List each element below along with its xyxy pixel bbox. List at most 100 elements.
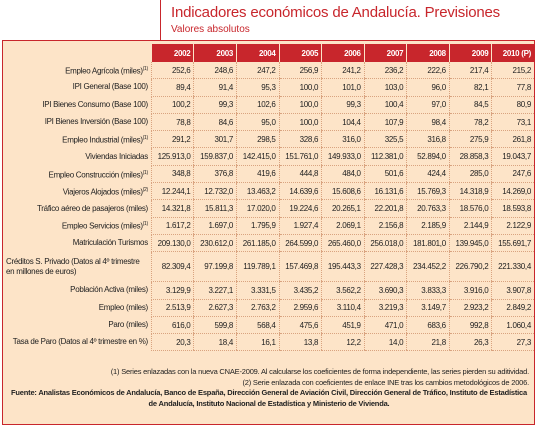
label-text: IPI General (Base 100) xyxy=(72,82,149,92)
cell: 1.617,2 xyxy=(150,217,194,235)
cell: 2.627,3 xyxy=(193,299,237,317)
row: Empleo Servicios (miles)(1) 1.617,2 1.697,… xyxy=(3,217,534,235)
cell: 3.219,3 xyxy=(363,299,407,317)
cell: 444,8 xyxy=(278,165,322,184)
cell: 181.801,0 xyxy=(406,234,450,253)
cell: 1.060,4 xyxy=(491,316,534,335)
cell: 17.020,0 xyxy=(236,199,280,218)
cell: 241,2 xyxy=(321,62,365,80)
row-label: Empleo (miles) xyxy=(3,299,151,316)
cell: 471,0 xyxy=(363,316,407,335)
column-header: 2010 (P) xyxy=(491,44,534,62)
cell: 155.691,7 xyxy=(491,234,534,253)
cell: 27,3 xyxy=(491,333,534,352)
cell: 261.185,0 xyxy=(236,234,280,253)
column-header: 2002 xyxy=(150,44,194,62)
cell: 424,4 xyxy=(406,165,450,184)
cell: 348,8 xyxy=(150,165,194,184)
cell: 157.469,8 xyxy=(278,251,322,283)
cell: 568,4 xyxy=(236,316,280,335)
row: Empleo (miles) 2.513,9 2.627,3 2.763,2 2.959… xyxy=(3,299,534,317)
cell: 3.907,8 xyxy=(491,281,534,300)
cell: 20.265,1 xyxy=(321,199,365,218)
cell: 256,9 xyxy=(278,62,322,80)
cell: 19.224,6 xyxy=(278,199,322,218)
cell: 103,0 xyxy=(363,78,407,97)
cell: 3.331,5 xyxy=(236,281,280,300)
header: Indicadores económicos de Andalucía. Pre… xyxy=(160,0,539,40)
cell: 501,6 xyxy=(363,165,407,184)
cell: 82,1 xyxy=(448,78,492,97)
header-row: 2002 2003 2004 2005 2006 2007 2008 2009 2010 (P) xyxy=(3,44,534,62)
cell: 102,6 xyxy=(236,96,280,114)
column-header: 2005 xyxy=(278,44,322,62)
row-label: IPI Bienes Inversión (Base 100) xyxy=(3,113,151,130)
column-header: 2004 xyxy=(236,44,280,62)
cell: 301,7 xyxy=(193,130,237,149)
cell: 217,4 xyxy=(448,62,492,80)
cell: 100,2 xyxy=(150,96,194,114)
cell: 451,9 xyxy=(321,316,365,335)
cell: 221.330,4 xyxy=(491,251,534,283)
label-text: Empleo (miles) xyxy=(98,302,148,312)
cell: 298,5 xyxy=(236,130,280,149)
cell: 97,0 xyxy=(406,96,450,114)
row-label: Empleo Industrial (miles)(1) xyxy=(3,131,151,148)
label-note: (1) xyxy=(142,135,149,141)
subtitle: Valores absolutos xyxy=(171,24,250,35)
cell: 3.149,7 xyxy=(406,299,450,317)
cell: 2.959,6 xyxy=(278,299,322,317)
column-header: 2003 xyxy=(193,44,237,62)
cell: 52.894,0 xyxy=(406,147,450,166)
cell: 78,2 xyxy=(448,113,492,132)
label-text: Empleo Agrícola (miles) xyxy=(65,66,143,76)
cell: 252,6 xyxy=(150,62,194,80)
row: Matriculación Turismos 209.130,0 230.612,0… xyxy=(3,234,534,253)
cell: 26,3 xyxy=(448,333,492,352)
cell: 376,8 xyxy=(193,165,237,184)
cell: 226.790,2 xyxy=(448,251,492,283)
notes: (1) Series enlazadas con la nueva CNAE-2… xyxy=(9,367,529,409)
cell: 97.199,8 xyxy=(193,251,237,283)
row: Empleo Construcción (miles)(1) 348,8 376,8… xyxy=(3,165,534,184)
cell: 247,6 xyxy=(491,165,534,184)
cell: 616,0 xyxy=(150,316,194,335)
corner xyxy=(3,44,151,62)
cell: 275,9 xyxy=(448,130,492,149)
row-label: Tráfico aéreo de pasajeros (miles) xyxy=(3,200,151,217)
cell: 291,2 xyxy=(150,130,194,149)
cell: 1.927,4 xyxy=(278,217,322,235)
cell: 84,5 xyxy=(448,96,492,114)
cell: 215,2 xyxy=(491,62,534,80)
cell: 3.562,2 xyxy=(321,281,365,300)
source: Fuente: Analistas Económicos de Andalucí… xyxy=(11,388,527,408)
cell: 104,4 xyxy=(321,113,365,132)
cell: 20,3 xyxy=(150,333,194,352)
cell: 100,4 xyxy=(363,96,407,114)
cell: 73,1 xyxy=(491,113,534,132)
cell: 139.945,0 xyxy=(448,234,492,253)
column-header: 2009 xyxy=(448,44,492,62)
row-label: IPI General (Base 100) xyxy=(3,79,151,96)
row-label: Tasa de Paro (Datos al 4º trimestre en %… xyxy=(3,334,151,351)
cell: 2.763,2 xyxy=(236,299,280,317)
label-note: (1) xyxy=(142,66,149,73)
label-text: Población Activa (miles) xyxy=(70,285,148,295)
cell: 1.697,0 xyxy=(193,217,237,235)
cell: 15.608,6 xyxy=(321,182,365,201)
label-text: Empleo Industrial (miles) xyxy=(62,135,143,145)
row: IPI Bienes Consumo (Base 100) 100,2 99,3 10… xyxy=(3,96,534,114)
cell: 119.789,1 xyxy=(236,251,280,283)
row-label: Paro (miles) xyxy=(3,316,151,333)
cell: 2.513,9 xyxy=(150,299,194,317)
cell: 2.923,2 xyxy=(448,299,492,317)
cell: 261,8 xyxy=(491,130,534,149)
row-label: Matriculación Turismos xyxy=(3,234,151,251)
cell: 82.309,4 xyxy=(150,251,194,283)
cell: 264.599,0 xyxy=(278,234,322,253)
cell: 99,3 xyxy=(193,96,237,114)
row: Viajeros Alojados (miles)(2) 12.244,1 12.7… xyxy=(3,182,534,201)
cell: 15.769,3 xyxy=(406,182,450,201)
cell: 316,0 xyxy=(321,130,365,149)
cell: 95,0 xyxy=(236,113,280,132)
